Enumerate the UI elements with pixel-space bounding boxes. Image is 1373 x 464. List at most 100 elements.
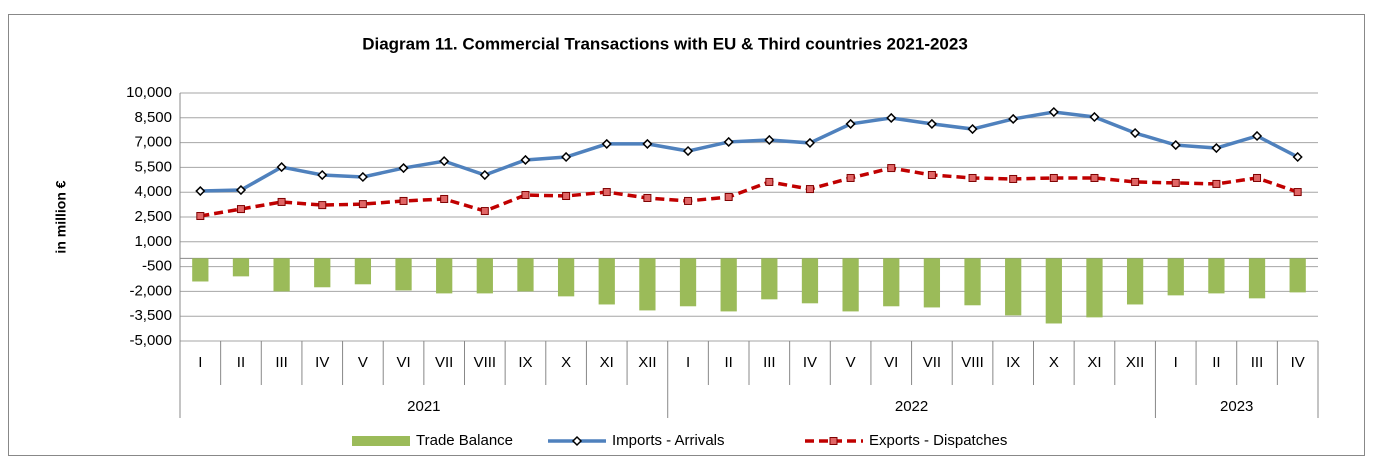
bar: [273, 258, 290, 292]
marker: [1293, 188, 1302, 197]
marker: [765, 177, 774, 186]
bar: [436, 258, 453, 294]
y-tick-label: -500: [142, 258, 172, 275]
marker: [357, 171, 368, 183]
marker: [561, 151, 572, 163]
marker: [1292, 151, 1303, 163]
marker: [1251, 130, 1263, 142]
bar: [314, 258, 331, 288]
y-tick-label: 5,500: [134, 158, 172, 175]
marker: [1009, 174, 1018, 183]
x-tick-label: III: [275, 354, 288, 371]
group-label: 2022: [895, 398, 928, 415]
bar: [1289, 258, 1306, 293]
x-tick-label: VI: [884, 354, 898, 371]
marker: [236, 205, 245, 214]
marker: [277, 197, 286, 206]
x-tick-label: II: [725, 354, 733, 371]
bar: [1126, 258, 1144, 305]
y-tick-label: 4,000: [134, 183, 172, 200]
x-tick-label: I: [686, 354, 690, 371]
chart-frame: [8, 14, 1365, 456]
bar: [192, 258, 209, 282]
bar: [232, 258, 250, 277]
marker: [1212, 179, 1221, 188]
x-tick-label: III: [1251, 354, 1264, 371]
line: [200, 166, 1299, 218]
marker: [846, 173, 855, 182]
x-tick-label: VII: [923, 354, 941, 371]
y-axis-label: in million €: [53, 180, 69, 253]
bar: [395, 258, 412, 291]
x-tick-label: XII: [1126, 354, 1144, 371]
marker: [195, 185, 206, 197]
x-tick-label: VIII: [474, 354, 497, 371]
marker: [440, 194, 449, 203]
marker: [845, 118, 856, 129]
marker: [439, 156, 450, 167]
marker: [682, 145, 694, 157]
marker: [887, 164, 896, 173]
bar: [1045, 258, 1062, 324]
x-tick-label: XII: [638, 354, 656, 371]
x-tick-label: IV: [803, 354, 817, 371]
bar: [1208, 258, 1225, 294]
marker: [684, 196, 693, 205]
y-tick-label: -3,500: [129, 307, 172, 324]
bar: [1086, 258, 1103, 318]
marker: [1130, 127, 1141, 139]
bar: [801, 258, 819, 304]
x-tick-label: III: [763, 354, 776, 371]
marker: [235, 184, 247, 196]
x-tick-label: I: [198, 354, 202, 371]
legend-swatch: [352, 436, 410, 446]
marker: [723, 136, 734, 147]
bar: [720, 258, 737, 312]
legend-label: Exports - Dispatches: [869, 432, 1007, 449]
bar: [557, 258, 575, 297]
group-label: 2021: [407, 398, 440, 415]
line: [200, 110, 1299, 193]
marker: [1089, 111, 1100, 123]
bar: [1005, 258, 1022, 316]
marker: [1049, 173, 1058, 182]
marker: [479, 169, 490, 181]
x-tick-label: XI: [1087, 354, 1101, 371]
marker: [886, 112, 897, 124]
marker: [1090, 173, 1099, 182]
marker: [724, 192, 733, 201]
y-tick-label: 7,000: [134, 134, 172, 151]
marker: [562, 192, 571, 201]
marker: [276, 162, 287, 173]
y-tick-label: 2,500: [134, 208, 172, 225]
x-tick-label: VI: [396, 354, 410, 371]
x-tick-label: II: [1212, 354, 1220, 371]
marker: [642, 138, 653, 149]
legend-label: Trade Balance: [416, 432, 513, 449]
bar: [883, 258, 900, 307]
marker: [317, 169, 328, 181]
legend-label: Imports - Arrivals: [612, 432, 725, 449]
marker: [399, 196, 408, 205]
legend-marker: [829, 437, 838, 445]
marker: [927, 171, 936, 180]
marker: [1211, 142, 1222, 154]
x-tick-label: IV: [315, 354, 329, 371]
x-tick-label: X: [1049, 354, 1059, 371]
marker: [601, 138, 612, 149]
marker: [967, 123, 978, 135]
marker: [805, 185, 814, 194]
x-tick-label: I: [1174, 354, 1178, 371]
y-tick-label: 10,000: [126, 84, 172, 101]
y-tick-label: 1,000: [134, 233, 172, 250]
chart-title: Diagram 11. Commercial Transactions with…: [362, 34, 968, 53]
marker: [643, 193, 652, 202]
x-tick-label: VIII: [961, 354, 984, 371]
y-tick-label: 8,500: [134, 109, 172, 126]
marker: [1171, 178, 1180, 187]
marker: [1008, 113, 1019, 125]
marker: [480, 207, 489, 216]
marker: [1170, 140, 1181, 151]
marker: [521, 191, 530, 200]
